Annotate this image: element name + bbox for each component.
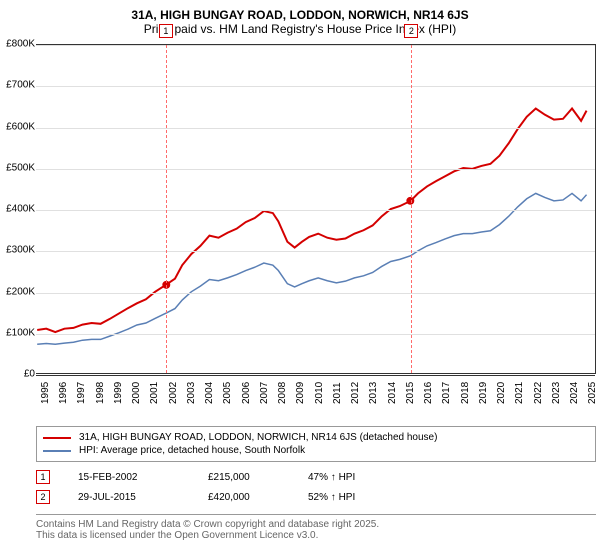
gridline-h bbox=[36, 334, 595, 335]
x-axis-label: 2014 bbox=[387, 382, 398, 404]
event-line bbox=[411, 45, 412, 373]
x-axis-label: 1997 bbox=[76, 382, 87, 404]
chart-title-line1: 31A, HIGH BUNGAY ROAD, LODDON, NORWICH, … bbox=[0, 0, 600, 22]
gridline-h bbox=[36, 86, 595, 87]
x-axis-label: 2020 bbox=[496, 382, 507, 404]
legend-item-hpi: HPI: Average price, detached house, Sout… bbox=[43, 444, 589, 457]
x-axis-label: 2004 bbox=[204, 382, 215, 404]
x-axis-label: 2022 bbox=[533, 382, 544, 404]
legend-box: 31A, HIGH BUNGAY ROAD, LODDON, NORWICH, … bbox=[36, 426, 596, 462]
y-axis-label: £100K bbox=[0, 327, 35, 338]
event-price: £215,000 bbox=[208, 472, 308, 483]
legend-swatch-hpi bbox=[43, 450, 71, 452]
legend-item-price: 31A, HIGH BUNGAY ROAD, LODDON, NORWICH, … bbox=[43, 431, 589, 444]
x-axis-label: 2016 bbox=[423, 382, 434, 404]
gridline-h bbox=[36, 169, 595, 170]
gridline-h bbox=[36, 251, 595, 252]
x-axis-label: 2017 bbox=[441, 382, 452, 404]
gridline-h bbox=[36, 210, 595, 211]
x-axis-label: 2015 bbox=[405, 382, 416, 404]
y-axis-label: £500K bbox=[0, 162, 35, 173]
y-axis-label: £200K bbox=[0, 286, 35, 297]
x-axis-label: 2023 bbox=[551, 382, 562, 404]
legend-swatch-price bbox=[43, 437, 71, 439]
gridline-h bbox=[36, 375, 595, 376]
x-axis-label: 2009 bbox=[295, 382, 306, 404]
legend-label-price: 31A, HIGH BUNGAY ROAD, LODDON, NORWICH, … bbox=[79, 432, 437, 443]
x-axis-label: 2003 bbox=[186, 382, 197, 404]
x-axis-label: 2025 bbox=[587, 382, 598, 404]
gridline-h bbox=[36, 128, 595, 129]
x-axis-label: 2006 bbox=[241, 382, 252, 404]
y-axis-label: £700K bbox=[0, 80, 35, 91]
gridline-h bbox=[36, 293, 595, 294]
copyright-line2: This data is licensed under the Open Gov… bbox=[36, 530, 596, 541]
event-row: 1 15-FEB-2002£215,00047% ↑ HPI bbox=[36, 467, 596, 487]
x-axis-label: 1998 bbox=[95, 382, 106, 404]
event-date: 15-FEB-2002 bbox=[78, 472, 208, 483]
event-badge: 1 bbox=[159, 24, 173, 38]
y-axis-label: £600K bbox=[0, 121, 35, 132]
x-axis-label: 2002 bbox=[168, 382, 179, 404]
x-axis-label: 2010 bbox=[314, 382, 325, 404]
y-axis-label: £800K bbox=[0, 39, 35, 50]
plot-region bbox=[36, 44, 596, 374]
x-axis-label: 2012 bbox=[350, 382, 361, 404]
x-axis-label: 2013 bbox=[368, 382, 379, 404]
x-axis-label: 2005 bbox=[222, 382, 233, 404]
event-row-badge: 1 bbox=[36, 470, 50, 484]
x-axis-label: 2000 bbox=[131, 382, 142, 404]
y-axis-label: £300K bbox=[0, 245, 35, 256]
chart-area: £0£100K£200K£300K£400K£500K£600K£700K£80… bbox=[0, 44, 600, 414]
event-delta: 52% ↑ HPI bbox=[308, 492, 596, 503]
x-axis-label: 2018 bbox=[460, 382, 471, 404]
chart-svg bbox=[36, 45, 595, 373]
y-axis-label: £0 bbox=[0, 369, 35, 380]
event-date: 29-JUL-2015 bbox=[78, 492, 208, 503]
x-axis-label: 2019 bbox=[478, 382, 489, 404]
x-axis-label: 2011 bbox=[332, 382, 343, 404]
copyright-box: Contains HM Land Registry data © Crown c… bbox=[36, 514, 596, 541]
y-axis-label: £400K bbox=[0, 204, 35, 215]
event-line bbox=[166, 45, 167, 373]
chart-title-line2: Price paid vs. HM Land Registry's House … bbox=[0, 22, 600, 42]
event-row: 2 29-JUL-2015£420,00052% ↑ HPI bbox=[36, 487, 596, 507]
event-price: £420,000 bbox=[208, 492, 308, 503]
event-delta: 47% ↑ HPI bbox=[308, 472, 596, 483]
event-badge: 2 bbox=[404, 24, 418, 38]
event-row-badge: 2 bbox=[36, 490, 50, 504]
x-axis-label: 1999 bbox=[113, 382, 124, 404]
series-line-hpi bbox=[37, 193, 586, 344]
sale-marker bbox=[406, 197, 414, 205]
x-axis-label: 2021 bbox=[514, 382, 525, 404]
x-axis-label: 2024 bbox=[569, 382, 580, 404]
events-table: 1 15-FEB-2002£215,00047% ↑ HPI 2 29-JUL-201… bbox=[36, 467, 596, 507]
x-axis-label: 1996 bbox=[58, 382, 69, 404]
x-axis-label: 2008 bbox=[277, 382, 288, 404]
gridline-h bbox=[36, 45, 595, 46]
x-axis-label: 1995 bbox=[40, 382, 51, 404]
legend-label-hpi: HPI: Average price, detached house, Sout… bbox=[79, 445, 305, 456]
x-axis-label: 2001 bbox=[149, 382, 160, 404]
copyright-line1: Contains HM Land Registry data © Crown c… bbox=[36, 519, 596, 530]
x-axis-label: 2007 bbox=[259, 382, 270, 404]
